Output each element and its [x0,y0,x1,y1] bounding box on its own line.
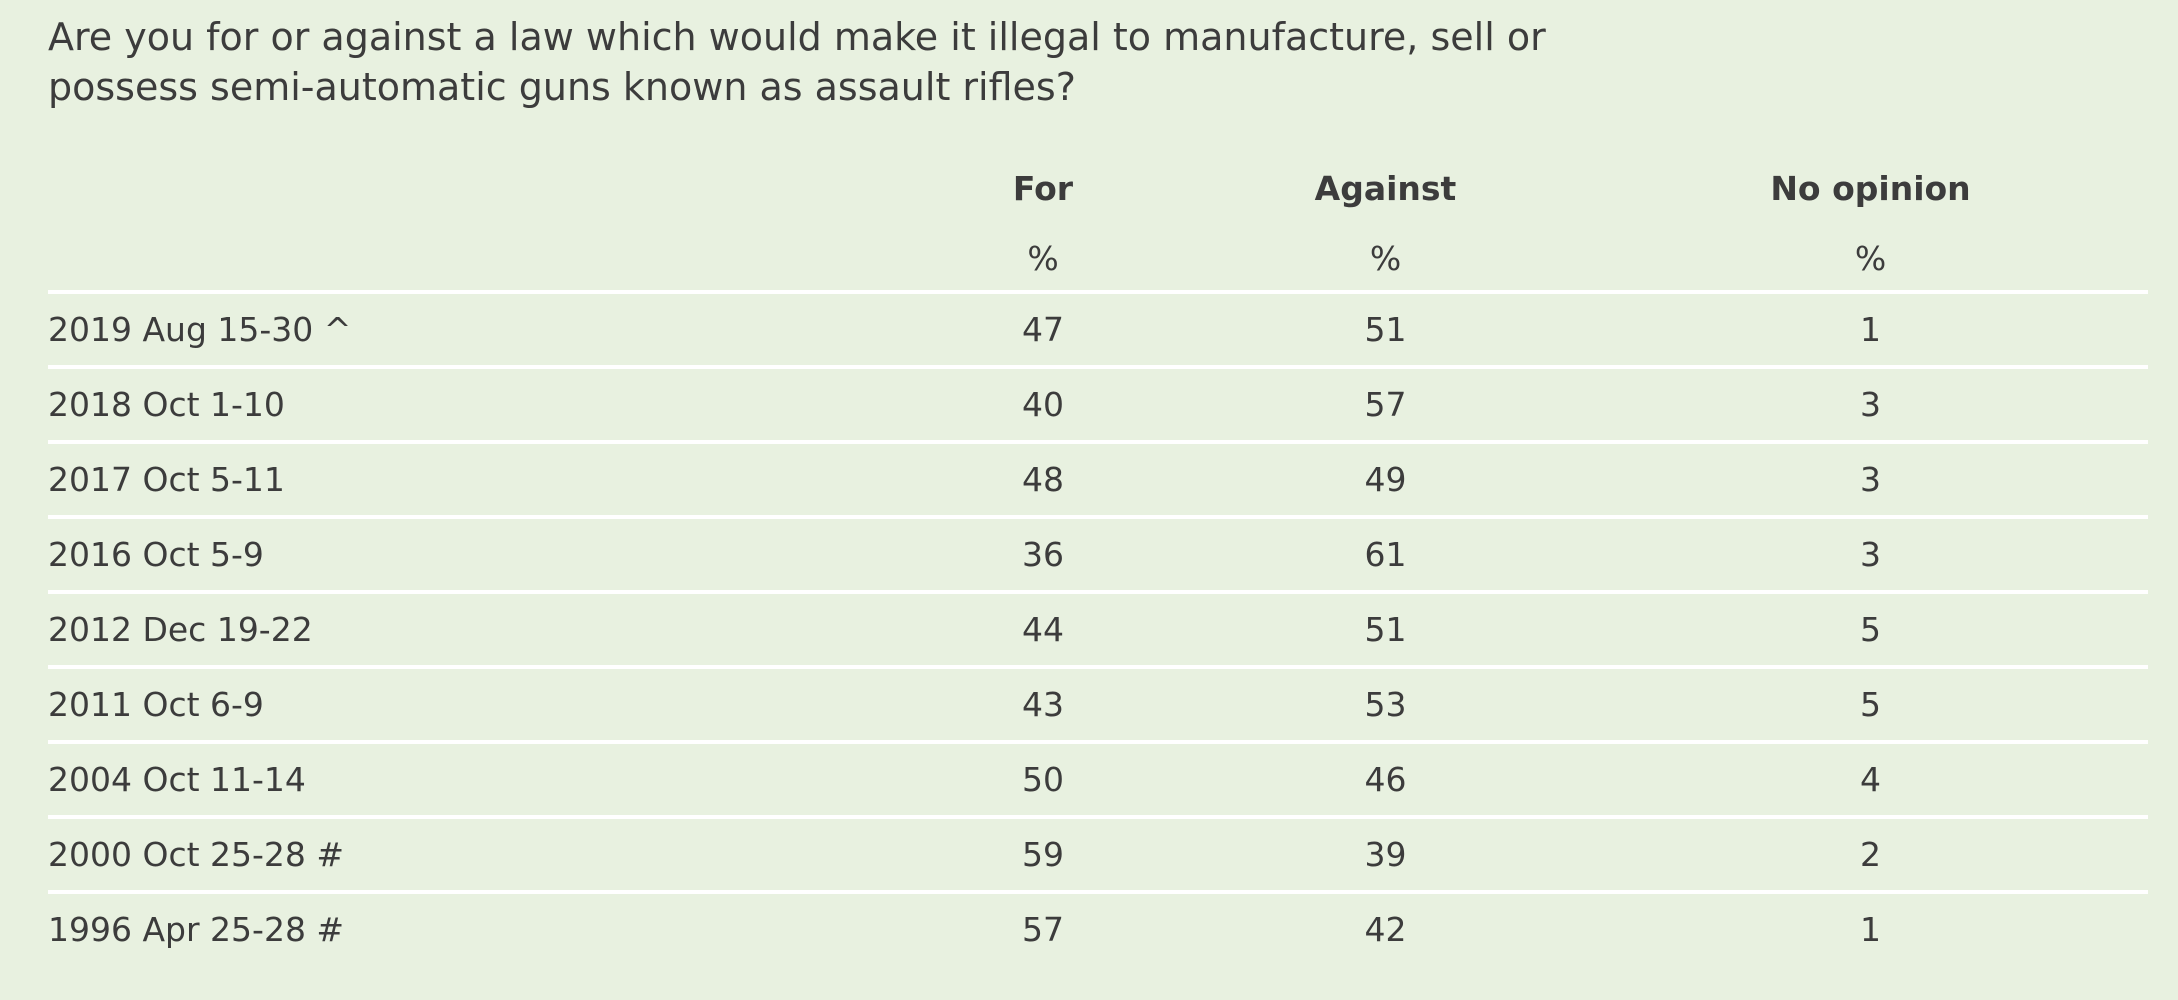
cell-for: 57 [908,890,1178,965]
question-title: Are you for or against a law which would… [48,15,1546,109]
table-row: 2016 Oct 5-9 36 61 3 [48,515,2148,592]
cell-against: 49 [1178,440,1593,517]
row-label: 1996 Apr 25-28 # [48,890,908,965]
cell-no-opinion: 4 [1593,740,2148,817]
row-label: 2012 Dec 19-22 [48,590,908,667]
row-label: 2019 Aug 15-30 ^ [48,290,908,367]
cell-no-opinion: 3 [1593,365,2148,442]
table-body: 2019 Aug 15-30 ^ 47 51 1 2018 Oct 1-10 40 57 3 2… [48,290,2148,965]
cell-for: 48 [908,440,1178,517]
cell-against: 51 [1178,290,1593,367]
cell-for: 44 [908,590,1178,667]
row-label: 2011 Oct 6-9 [48,665,908,742]
unit-row: % % % [48,226,2148,292]
row-label: 2004 Oct 11-14 [48,740,908,817]
cell-against: 42 [1178,890,1593,965]
cell-no-opinion: 2 [1593,815,2148,892]
column-header-for: For [1012,168,1074,208]
cell-for: 36 [908,515,1178,592]
table-row: 2000 Oct 25-28 #59 39 2 [48,815,2148,892]
cell-against: 39 [1178,815,1593,892]
cell-against: 53 [1178,665,1593,742]
table-row: 2017 Oct 5-11 48 49 3 [48,440,2148,517]
unit-for: % [1027,238,1059,278]
cell-for: 43 [908,665,1178,742]
cell-no-opinion: 1 [1593,290,2148,367]
results-table: For Against No opinion % % % 2019 Aug 15… [48,150,2148,965]
cell-for: 40 [908,365,1178,442]
header-blank [48,150,908,226]
header-row: For Against No opinion [48,150,2148,226]
cell-against: 61 [1178,515,1593,592]
cell-for: 50 [908,740,1178,817]
cell-no-opinion: 3 [1593,440,2148,517]
table-row: 1996 Apr 25-28 #57 42 1 [48,890,2148,965]
cell-no-opinion: 5 [1593,665,2148,742]
unit-blank [48,226,908,292]
results-table-container: For Against No opinion % % % 2019 Aug 15… [48,150,2148,965]
table-row: 2012 Dec 19-22 44 51 5 [48,590,2148,667]
cell-against: 57 [1178,365,1593,442]
table-row: 2019 Aug 15-30 ^ 47 51 1 [48,290,2148,367]
cell-against: 46 [1178,740,1593,817]
column-header-against: Against [1314,168,1457,208]
cell-no-opinion: 5 [1593,590,2148,667]
table-row: 2004 Oct 11-14 50 46 4 [48,740,2148,817]
cell-against: 51 [1178,590,1593,667]
column-header-no-opinion: No opinion [1770,168,1971,208]
table-row: 2018 Oct 1-10 40 57 3 [48,365,2148,442]
unit-against: % [1369,238,1402,278]
row-label: 2018 Oct 1-10 [48,365,908,442]
cell-for: 59 [908,815,1178,892]
row-label: 2017 Oct 5-11 [48,440,908,517]
row-label: 2016 Oct 5-9 [48,515,908,592]
unit-no-opinion: % [1854,238,1887,278]
cell-no-opinion: 1 [1593,890,2148,965]
cell-for: 47 [908,290,1178,367]
table-row: 2011 Oct 6-9 43 53 5 [48,665,2148,742]
row-label: 2000 Oct 25-28 # [48,815,908,892]
cell-no-opinion: 3 [1593,515,2148,592]
